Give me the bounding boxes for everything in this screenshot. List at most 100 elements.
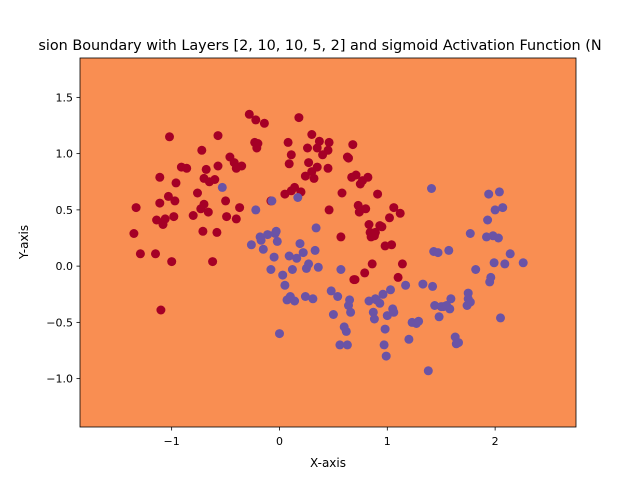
data-point-class-0 — [314, 136, 324, 146]
data-point-class-0 — [129, 229, 139, 238]
data-point-class-1 — [423, 366, 433, 376]
data-point-class-0 — [188, 211, 198, 220]
data-point-class-0 — [336, 232, 346, 242]
data-point-class-0 — [222, 212, 232, 222]
data-point-class-1 — [292, 253, 302, 263]
data-point-class-1 — [498, 203, 508, 213]
y-tick-label: −1.0 — [46, 373, 73, 386]
plot-frame — [79, 57, 577, 428]
data-point-class-1 — [311, 223, 321, 233]
data-point-class-0 — [253, 139, 263, 148]
data-point-class-1 — [341, 326, 351, 336]
data-point-class-0 — [367, 259, 377, 269]
chart-title: sion Boundary with Layers [2, 10, 10, 5,… — [38, 38, 601, 54]
data-point-class-0 — [300, 171, 310, 181]
data-point-class-1 — [379, 340, 389, 350]
data-point-class-1 — [369, 314, 379, 324]
y-tick-label: −0.5 — [46, 316, 73, 329]
data-point-class-1 — [287, 265, 297, 274]
data-point-class-0 — [353, 200, 363, 210]
data-point-class-0 — [156, 305, 166, 315]
data-point-class-0 — [389, 203, 399, 213]
data-point-class-1 — [386, 285, 395, 295]
decision-region — [80, 58, 576, 427]
x-axis-label: X-axis — [310, 456, 346, 470]
data-point-class-0 — [351, 170, 361, 180]
y-axis-label: Y-axis — [17, 225, 31, 260]
data-point-class-0 — [237, 161, 247, 171]
data-point-class-1 — [304, 259, 314, 269]
data-point-class-0 — [251, 115, 261, 125]
data-point-class-1 — [368, 307, 378, 317]
y-axis-ticks: −1.0 −0.5 0.0 0.5 1.0 1.5 — [46, 91, 80, 386]
data-point-class-1 — [346, 307, 356, 317]
data-point-class-0 — [284, 159, 294, 169]
data-point-class-1 — [217, 182, 227, 192]
data-point-class-1 — [454, 338, 463, 348]
data-point-class-1 — [290, 296, 300, 306]
data-point-class-1 — [445, 304, 455, 314]
data-point-class-0 — [312, 162, 322, 172]
data-point-class-1 — [267, 196, 277, 206]
data-point-class-0 — [213, 161, 223, 171]
data-point-class-0 — [364, 220, 374, 229]
data-point-class-1 — [493, 233, 503, 243]
data-point-class-0 — [373, 189, 383, 199]
y-tick-label: 1.5 — [56, 91, 74, 104]
data-point-class-0 — [163, 191, 173, 201]
data-point-class-0 — [165, 132, 174, 142]
data-point-class-1 — [375, 298, 385, 308]
data-point-class-1 — [404, 334, 414, 344]
data-point-class-0 — [348, 140, 358, 150]
y-tick-label: 0.5 — [56, 204, 74, 217]
data-point-class-0 — [171, 178, 181, 188]
data-point-class-0 — [324, 205, 334, 215]
data-point-class-0 — [203, 207, 213, 217]
y-tick-label: 1.0 — [56, 148, 74, 161]
data-point-class-1 — [389, 307, 399, 317]
data-point-class-0 — [167, 257, 177, 267]
data-point-class-1 — [300, 292, 310, 301]
data-point-class-1 — [256, 235, 266, 245]
data-point-class-1 — [434, 312, 444, 322]
data-point-class-1 — [494, 187, 504, 197]
data-point-class-0 — [350, 275, 360, 285]
data-point-class-1 — [518, 258, 528, 268]
data-point-class-0 — [198, 226, 208, 236]
data-point-class-1 — [446, 294, 456, 304]
data-point-class-0 — [324, 137, 334, 147]
data-point-class-0 — [231, 214, 241, 224]
data-point-class-1 — [401, 280, 411, 290]
data-point-class-1 — [308, 294, 318, 304]
data-point-class-0 — [151, 249, 160, 259]
data-point-class-0 — [283, 137, 293, 147]
data-point-class-0 — [385, 213, 394, 223]
data-point-class-0 — [135, 249, 145, 259]
data-point-class-1 — [496, 313, 505, 323]
data-point-class-1 — [414, 316, 424, 326]
data-point-class-1 — [263, 230, 273, 240]
x-tick-label: 0 — [276, 435, 283, 448]
data-point-class-0 — [363, 172, 373, 182]
data-point-class-1 — [275, 329, 284, 339]
data-point-class-0 — [387, 240, 397, 250]
data-point-class-1 — [293, 193, 303, 202]
data-point-class-1 — [486, 272, 496, 282]
data-point-class-1 — [505, 249, 515, 259]
data-point-class-1 — [489, 258, 499, 268]
data-point-class-0 — [197, 145, 207, 155]
data-point-class-1 — [295, 239, 305, 249]
data-point-class-0 — [307, 130, 317, 139]
data-point-class-0 — [131, 203, 141, 213]
data-point-class-1 — [271, 226, 281, 236]
data-point-class-0 — [199, 199, 209, 209]
data-point-class-0 — [309, 173, 319, 183]
data-point-class-0 — [235, 203, 245, 213]
data-point-class-0 — [286, 150, 296, 160]
data-point-class-0 — [221, 196, 231, 206]
data-point-class-1 — [336, 265, 346, 274]
data-point-class-0 — [323, 163, 333, 173]
x-tick-label: 2 — [492, 435, 499, 448]
data-point-class-1 — [381, 351, 391, 361]
